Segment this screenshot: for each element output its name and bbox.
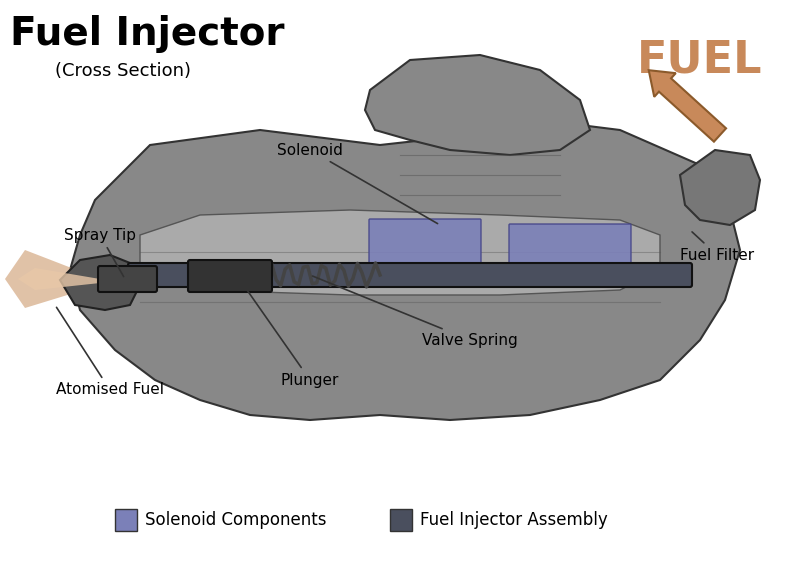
Text: Fuel Injector Assembly: Fuel Injector Assembly — [420, 511, 608, 529]
Polygon shape — [18, 268, 100, 290]
Polygon shape — [365, 55, 590, 155]
Text: Plunger: Plunger — [242, 282, 339, 387]
Text: Fuel Injector: Fuel Injector — [10, 15, 285, 53]
Polygon shape — [140, 210, 660, 295]
Polygon shape — [5, 250, 100, 308]
FancyArrow shape — [649, 70, 726, 142]
Text: Spray Tip: Spray Tip — [64, 228, 136, 277]
Text: Valve Spring: Valve Spring — [313, 276, 518, 348]
Bar — [390, 509, 412, 531]
FancyBboxPatch shape — [128, 263, 692, 287]
Polygon shape — [60, 255, 140, 310]
Text: Solenoid Components: Solenoid Components — [145, 511, 326, 529]
FancyBboxPatch shape — [188, 260, 272, 292]
Text: Fuel Filter: Fuel Filter — [680, 232, 754, 262]
Text: Atomised Fuel: Atomised Fuel — [56, 307, 164, 398]
FancyBboxPatch shape — [369, 219, 481, 266]
FancyBboxPatch shape — [98, 266, 157, 292]
Text: Solenoid: Solenoid — [277, 142, 438, 224]
Polygon shape — [70, 120, 740, 420]
Text: FUEL: FUEL — [638, 39, 762, 81]
Polygon shape — [680, 150, 760, 225]
FancyBboxPatch shape — [509, 224, 631, 281]
Text: (Cross Section): (Cross Section) — [55, 62, 191, 80]
Bar — [115, 509, 137, 531]
